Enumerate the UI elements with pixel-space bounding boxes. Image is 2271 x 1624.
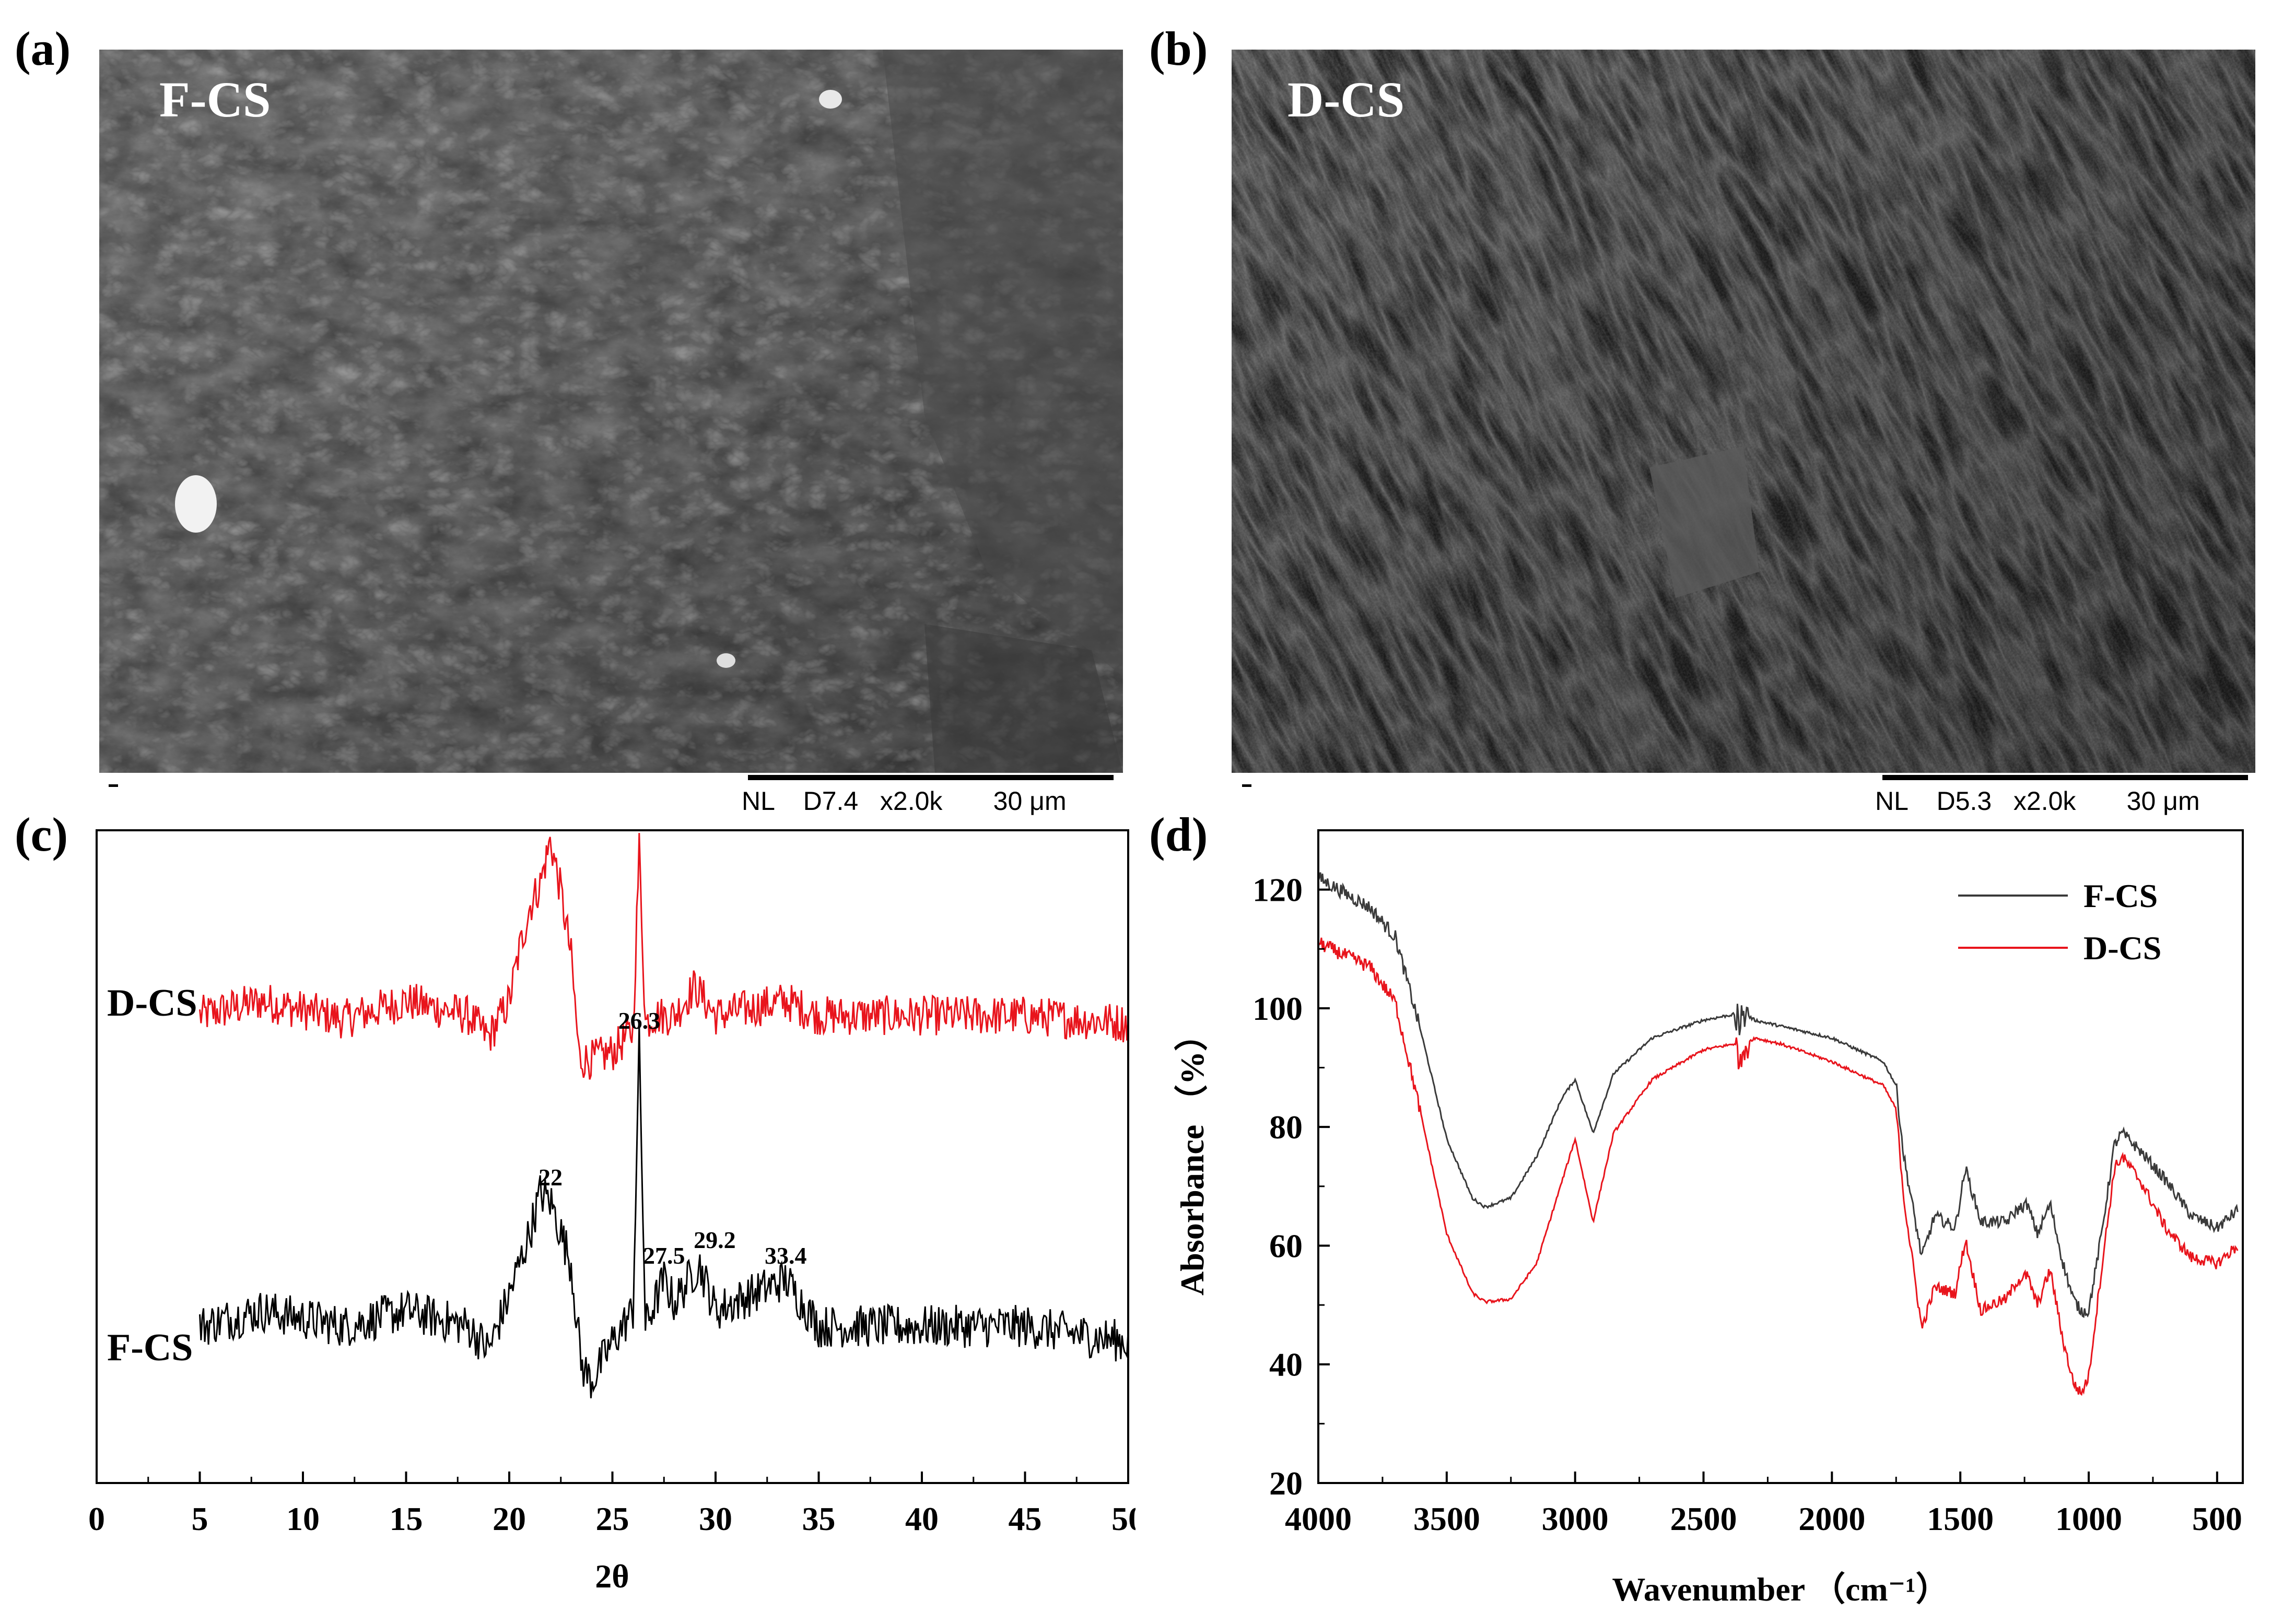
ftir-y-tick-label: 120 xyxy=(1252,872,1303,909)
panel-label-a: (a) xyxy=(15,22,71,75)
xrd-x-tick-label: 40 xyxy=(905,1500,939,1537)
xrd-chart: 26.3 22 27.5 29.2 33.4 D-CS F-CS 0 5 10 15 20 25 30… xyxy=(88,829,1136,1595)
ftir-x-tick-label: 2000 xyxy=(1798,1500,1865,1537)
scale-tick-a xyxy=(109,784,118,787)
xrd-x-tick-label: 0 xyxy=(88,1500,105,1537)
sem-texture-d-cs xyxy=(1232,50,2255,773)
xrd-x-tick-label: 35 xyxy=(802,1500,836,1537)
panel-label-d: (d) xyxy=(1149,808,1208,861)
sem-image-d-cs xyxy=(1232,50,2255,773)
sem-info-b: NL D5.3 x2.0k 30 μm xyxy=(1875,786,2200,816)
ftir-x-tick-label: 3500 xyxy=(1413,1500,1480,1537)
xrd-series-label-d-cs: D-CS xyxy=(107,982,197,1025)
ftir-y-tick-label: 40 xyxy=(1269,1346,1303,1383)
sem-label-d-cs: D-CS xyxy=(1287,72,1405,127)
xrd-x-tick-label: 45 xyxy=(1009,1500,1042,1537)
panel-label-c: (c) xyxy=(15,808,68,861)
xrd-x-tick-label: 50 xyxy=(1111,1500,1136,1537)
xrd-x-tick-label: 15 xyxy=(390,1500,423,1537)
xrd-x-tick-label: 25 xyxy=(596,1500,629,1537)
ftir-x-tick-label: 3000 xyxy=(1542,1500,1609,1537)
ftir-legend-label-f-cs: F-CS xyxy=(2083,877,2158,914)
sem-texture-f-cs xyxy=(99,50,1123,773)
xrd-peak-label: 26.3 xyxy=(618,1007,661,1034)
ftir-chart: 4000 3500 3000 2500 2000 1500 1000 500 20 40 60 80… xyxy=(1174,829,2244,1608)
sem-image-f-cs xyxy=(99,50,1123,773)
ftir-y-axis-label: Absorbance （%） xyxy=(1174,1018,1211,1296)
ftir-x-axis-label: Wavenumber （cm⁻¹） xyxy=(1612,1571,1949,1608)
xrd-peak-label: 33.4 xyxy=(765,1242,807,1269)
xrd-series-f-cs xyxy=(199,1024,1129,1398)
ftir-y-tick-label: 20 xyxy=(1269,1465,1303,1502)
xrd-x-axis-label: 2θ xyxy=(595,1558,629,1595)
xrd-x-tick-label: 30 xyxy=(699,1500,732,1537)
xrd-peak-label: 22 xyxy=(539,1164,563,1191)
ftir-series-d-cs xyxy=(1317,937,2239,1396)
ftir-x-tick-label: 500 xyxy=(2192,1500,2242,1537)
panel-label-b: (b) xyxy=(1149,22,1208,75)
ftir-plot-frame xyxy=(1317,829,2244,1484)
xrd-series-d-cs xyxy=(199,833,1129,1080)
ftir-legend-label-d-cs: D-CS xyxy=(2083,929,2161,967)
ftir-series-f-cs xyxy=(1317,872,2239,1319)
xrd-x-tick-label: 20 xyxy=(493,1500,526,1537)
xrd-x-tick-label: 10 xyxy=(286,1500,320,1537)
xrd-series-label-f-cs: F-CS xyxy=(107,1326,193,1369)
sem-label-f-cs: F-CS xyxy=(159,72,271,127)
xrd-peak-label: 29.2 xyxy=(694,1227,736,1253)
ftir-x-tick-label: 1500 xyxy=(1927,1500,1994,1537)
ftir-x-tick-label: 4000 xyxy=(1285,1500,1352,1537)
scale-bar-b xyxy=(1882,775,2248,780)
xrd-plot-frame xyxy=(96,829,1129,1484)
ftir-y-tick-label: 100 xyxy=(1252,990,1303,1027)
ftir-y-tick-label: 60 xyxy=(1269,1227,1303,1264)
ftir-y-tick-label: 80 xyxy=(1269,1109,1303,1146)
sem-info-a: NL D7.4 x2.0k 30 μm xyxy=(742,786,1067,816)
xrd-x-tick-label: 5 xyxy=(192,1500,208,1537)
scale-bar-a xyxy=(748,775,1114,780)
ftir-x-tick-label: 1000 xyxy=(2055,1500,2122,1537)
ftir-x-tick-label: 2500 xyxy=(1670,1500,1737,1537)
xrd-peak-label: 27.5 xyxy=(643,1242,685,1269)
scale-tick-b xyxy=(1242,784,1251,787)
